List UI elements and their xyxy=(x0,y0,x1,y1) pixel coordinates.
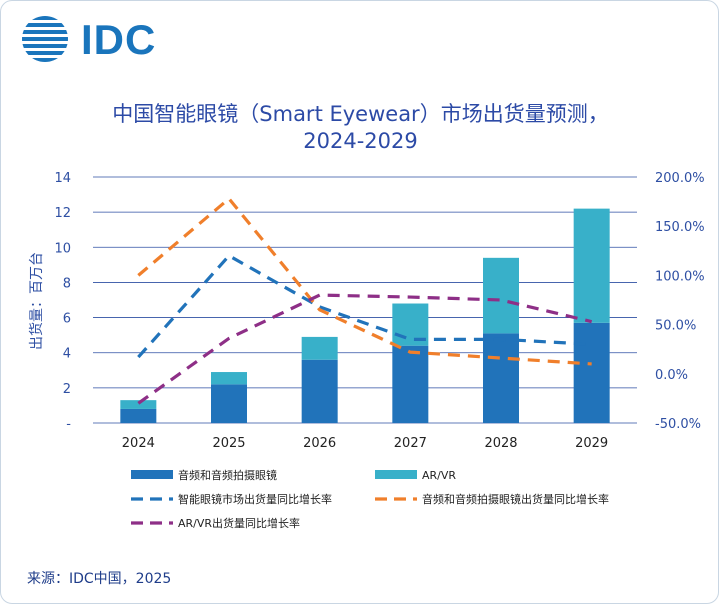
x-tick-label: 2026 xyxy=(303,436,336,451)
bar-arvr xyxy=(301,336,338,360)
legend-label: 音频和音频拍摄眼镜出货量同比增长率 xyxy=(422,492,609,506)
y2-tick-label: 150.0% xyxy=(655,220,705,235)
legend-swatch xyxy=(131,470,173,479)
y-tick-label: 4 xyxy=(63,347,71,362)
chart-subtitle: 2024-2029 xyxy=(303,129,418,153)
y-axis-label: 出货量：百万台 xyxy=(28,252,45,350)
logo-wordmark: IDC xyxy=(81,16,157,63)
x-tick-label: 2025 xyxy=(212,436,245,451)
bar-arvr xyxy=(211,372,247,385)
x-tick-label: 2027 xyxy=(394,436,427,451)
bar-arvr xyxy=(483,257,519,334)
bar-arvr xyxy=(120,400,157,409)
legend-label: AR/VR出货量同比增长率 xyxy=(178,516,300,530)
bar-audio xyxy=(483,333,519,423)
line-arvr-growth xyxy=(137,293,593,405)
bar-audio xyxy=(301,359,338,423)
y2-tick-label: 200.0% xyxy=(655,171,705,186)
y-tick-label: 14 xyxy=(54,171,71,186)
y2-tick-label: 0.0% xyxy=(655,368,688,383)
y-tick-label: 8 xyxy=(63,276,71,291)
bar-arvr xyxy=(573,208,610,323)
source-note: 来源：IDC中国，2025 xyxy=(27,571,172,587)
y2-tick-label: 50.0% xyxy=(655,319,696,334)
x-tick-label: 2024 xyxy=(122,436,155,451)
idc-logo: IDC xyxy=(19,13,159,65)
legend-swatch xyxy=(375,470,417,479)
globe-icon xyxy=(22,16,68,62)
bar-audio xyxy=(211,384,247,423)
y2-tick-label: -50.0% xyxy=(655,417,701,432)
legend-label: 音频和音频拍摄眼镜 xyxy=(178,468,277,482)
legend-label: 智能眼镜市场出货量同比增长率 xyxy=(178,492,332,506)
y2-tick-label: 100.0% xyxy=(655,269,705,284)
bar-audio xyxy=(120,408,157,423)
line-audio-growth xyxy=(137,196,592,366)
y-tick-label: 2 xyxy=(63,382,71,397)
y-tick-label: 6 xyxy=(63,312,71,327)
x-tick-label: 2029 xyxy=(575,436,608,451)
line-total-growth xyxy=(137,253,592,359)
chart-title: 中国智能眼镜（Smart Eyewear）市场出货量预测， xyxy=(112,102,609,126)
bar-audio xyxy=(392,345,429,423)
legend-label: AR/VR xyxy=(422,469,456,482)
y-tick-label: 12 xyxy=(54,206,71,221)
y-tick-label: - xyxy=(66,417,71,432)
bar-audio xyxy=(573,322,610,423)
y-tick-label: 10 xyxy=(54,241,71,256)
x-tick-label: 2028 xyxy=(484,436,517,451)
